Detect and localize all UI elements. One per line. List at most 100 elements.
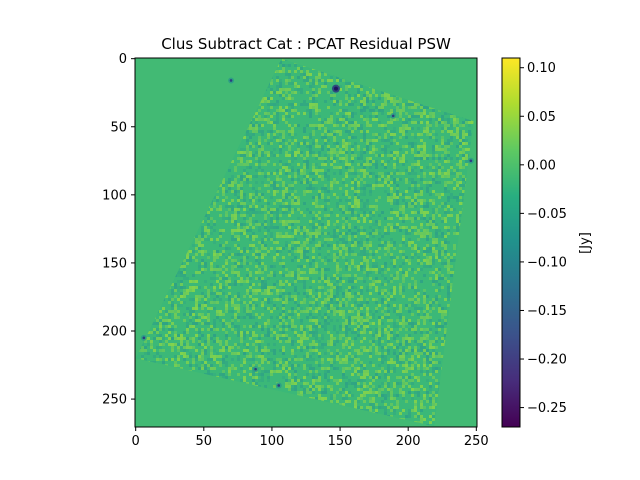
noise-pixel (237, 151, 240, 154)
noise-pixel (444, 151, 447, 154)
noise-pixel (432, 256, 435, 259)
noise-pixel (417, 313, 420, 316)
noise-pixel (249, 271, 252, 274)
noise-pixel (333, 277, 336, 280)
noise-pixel (438, 214, 441, 217)
noise-pixel (273, 283, 276, 286)
noise-pixel (318, 292, 321, 295)
noise-pixel (351, 211, 354, 214)
noise-pixel (168, 328, 171, 331)
noise-pixel (438, 289, 441, 292)
noise-pixel (330, 163, 333, 166)
noise-pixel (345, 217, 348, 220)
noise-pixel (315, 199, 318, 202)
noise-pixel (300, 154, 303, 157)
noise-pixel (294, 91, 297, 94)
noise-pixel (393, 163, 396, 166)
noise-pixel (333, 301, 336, 304)
noise-pixel (279, 61, 282, 64)
noise-pixel (345, 157, 348, 160)
noise-pixel (399, 193, 402, 196)
noise-pixel (270, 238, 273, 241)
noise-pixel (261, 169, 264, 172)
noise-pixel (315, 226, 318, 229)
noise-pixel (372, 139, 375, 142)
noise-pixel (405, 169, 408, 172)
noise-pixel (291, 319, 294, 322)
noise-pixel (447, 142, 450, 145)
noise-pixel (198, 262, 201, 265)
noise-pixel (411, 226, 414, 229)
noise-pixel (417, 268, 420, 271)
noise-pixel (336, 310, 339, 313)
noise-pixel (261, 298, 264, 301)
noise-pixel (291, 253, 294, 256)
noise-pixel (261, 241, 264, 244)
noise-pixel (363, 322, 366, 325)
noise-pixel (399, 310, 402, 313)
noise-pixel (342, 223, 345, 226)
noise-pixel (414, 304, 417, 307)
noise-pixel (447, 181, 450, 184)
noise-pixel (237, 226, 240, 229)
noise-pixel (342, 139, 345, 142)
noise-pixel (306, 103, 309, 106)
noise-pixel (351, 208, 354, 211)
noise-pixel (417, 217, 420, 220)
noise-pixel (402, 286, 405, 289)
noise-pixel (213, 298, 216, 301)
noise-pixel (384, 145, 387, 148)
noise-pixel (330, 208, 333, 211)
noise-pixel (270, 196, 273, 199)
noise-pixel (324, 121, 327, 124)
noise-pixel (255, 259, 258, 262)
noise-pixel (399, 160, 402, 163)
noise-pixel (222, 319, 225, 322)
noise-pixel (282, 223, 285, 226)
noise-pixel (276, 136, 279, 139)
noise-pixel (330, 295, 333, 298)
noise-pixel (435, 211, 438, 214)
noise-pixel (195, 238, 198, 241)
noise-pixel (297, 208, 300, 211)
noise-pixel (234, 274, 237, 277)
noise-pixel (297, 229, 300, 232)
noise-pixel (312, 226, 315, 229)
noise-pixel (294, 280, 297, 283)
noise-pixel (372, 109, 375, 112)
noise-pixel (237, 271, 240, 274)
noise-pixel (351, 103, 354, 106)
noise-pixel (267, 133, 270, 136)
noise-pixel (336, 196, 339, 199)
noise-pixel (339, 268, 342, 271)
noise-pixel (273, 226, 276, 229)
noise-pixel (366, 97, 369, 100)
noise-pixel (342, 208, 345, 211)
noise-pixel (432, 115, 435, 118)
noise-pixel (348, 223, 351, 226)
noise-pixel (216, 328, 219, 331)
noise-pixel (192, 274, 195, 277)
noise-pixel (282, 67, 285, 70)
noise-pixel (264, 118, 267, 121)
noise-pixel (465, 121, 468, 124)
noise-pixel (252, 133, 255, 136)
noise-pixel (423, 106, 426, 109)
noise-pixel (315, 322, 318, 325)
noise-pixel (258, 259, 261, 262)
noise-pixel (336, 307, 339, 310)
noise-pixel (399, 265, 402, 268)
noise-pixel (390, 202, 393, 205)
noise-pixel (366, 202, 369, 205)
noise-pixel (435, 223, 438, 226)
noise-pixel (243, 199, 246, 202)
noise-pixel (276, 118, 279, 121)
noise-pixel (333, 133, 336, 136)
noise-pixel (354, 121, 357, 124)
noise-pixel (174, 283, 177, 286)
noise-pixel (336, 118, 339, 121)
noise-pixel (204, 268, 207, 271)
noise-pixel (300, 250, 303, 253)
noise-pixel (420, 307, 423, 310)
noise-pixel (189, 313, 192, 316)
